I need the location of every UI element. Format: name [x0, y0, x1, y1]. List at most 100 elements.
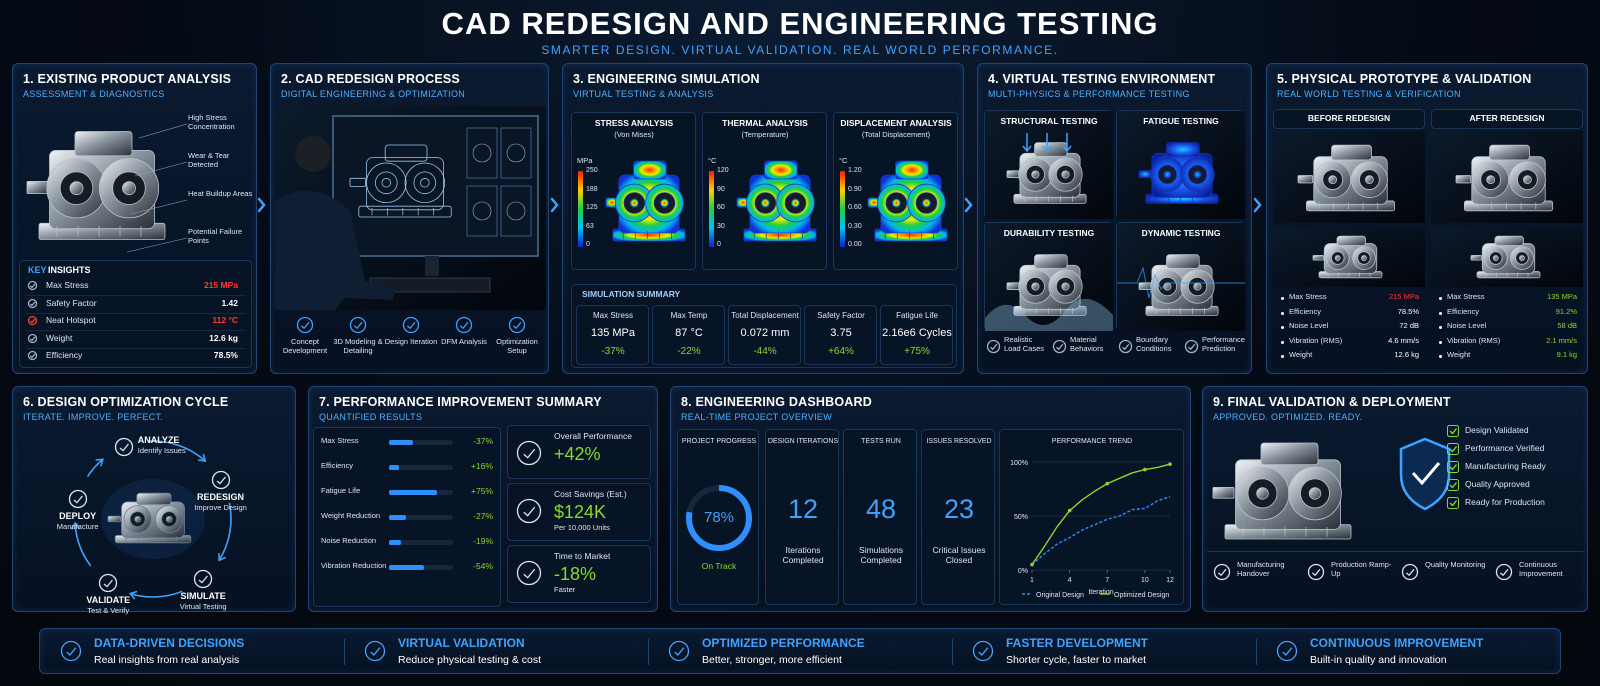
icon-ring: [1213, 563, 1231, 581]
divider: [648, 639, 649, 665]
icon-glyph: [523, 568, 536, 579]
gearbox: [1006, 254, 1087, 316]
point: [1030, 562, 1034, 567]
icon-glyph: [29, 353, 36, 359]
icon-ring: [516, 560, 542, 586]
icon: [1118, 339, 1133, 354]
gearbox: [736, 160, 817, 242]
label: Overall Performance: [554, 431, 632, 441]
gearbox-part: [1061, 170, 1070, 179]
illustration: [578, 160, 686, 247]
icon: [1276, 640, 1298, 662]
value-label: +16%: [471, 461, 493, 471]
label: Weight Reduction: [321, 511, 381, 520]
subtitle: REAL WORLD TESTING & VERIFICATION: [1277, 89, 1461, 99]
label: Max Stress: [321, 436, 359, 445]
icon-glyph: [1499, 568, 1509, 577]
title: DISPLACEMENT ANALYSIS: [840, 118, 952, 128]
label: Efficiency: [1289, 306, 1321, 316]
title: 7. PERFORMANCE IMPROVEMENT SUMMARY: [319, 395, 602, 409]
subtitle: REAL-TIME PROJECT OVERVIEW: [681, 412, 832, 422]
icon: [364, 640, 386, 662]
x-axis-label: Iteration: [1088, 589, 1113, 596]
bullet: [1439, 340, 1442, 344]
steps: 3D Modeling & Detailing: [333, 337, 383, 355]
callouts: Heat Buildup Areas: [188, 189, 253, 198]
label: Efficiency: [46, 350, 83, 360]
gearbox-part: [1455, 175, 1472, 184]
icon-ring: [211, 470, 230, 490]
icon-glyph: [300, 321, 310, 330]
icon: [60, 640, 82, 662]
gearbox-part: [1470, 255, 1482, 261]
icon-glyph: [29, 318, 36, 324]
gearbox-part: [1166, 142, 1200, 157]
gearbox-part: [1193, 282, 1202, 291]
simulation-card: DISPLACEMENT ANALYSIS (Total Displacement…: [833, 112, 958, 270]
icon-ring: [1401, 563, 1419, 581]
icon-ring: [27, 315, 38, 326]
check-mark: [1449, 428, 1458, 435]
gearbox: [1312, 235, 1383, 279]
icon-glyph: [1056, 343, 1064, 351]
value: 23: [943, 494, 975, 524]
x-tick-label: 1: [1030, 577, 1034, 584]
label: Max Stress: [1447, 292, 1485, 301]
bullet: [1281, 297, 1284, 300]
label: Vibration (RMS): [1289, 335, 1343, 345]
check-box: [1447, 479, 1459, 491]
callout-line: [134, 161, 188, 177]
viewport: [466, 127, 498, 179]
prototype-photos: [1431, 131, 1583, 287]
gearbox-part: [107, 515, 122, 523]
color-bar: [840, 171, 845, 247]
description: Better, stronger, more efficient: [702, 654, 842, 666]
summary-item: Total Displacement 0.072 mm -44%: [728, 305, 801, 365]
series-line: [1031, 495, 1171, 566]
subtitle: ASSESSMENT & DIAGNOSTICS: [23, 89, 165, 99]
name: DEPLOY: [59, 510, 97, 521]
value: 2.16e6 Cycles: [882, 327, 952, 339]
icon: [972, 640, 994, 662]
viewport: [500, 127, 532, 179]
y-tick-label: 100%: [1010, 460, 1028, 467]
icon-ring: [27, 350, 38, 361]
gearbox-part: [1312, 255, 1324, 261]
check-frame: [1447, 479, 1459, 491]
color-bar: [578, 171, 583, 247]
icon: [668, 640, 690, 662]
gearbox-part: [1256, 487, 1269, 500]
simulation-card: THERMAL ANALYSIS (Temperature) °C 120 90 60 30…: [702, 112, 827, 270]
title: STRESS ANALYSIS: [594, 118, 674, 128]
label: TESTS RUN: [861, 438, 901, 445]
icon: [27, 333, 38, 343]
icon: [27, 350, 38, 361]
icon: [508, 316, 526, 334]
illustration: [1212, 437, 1451, 540]
icon-glyph: [1188, 343, 1196, 351]
title: 6. DESIGN OPTIMIZATION CYCLE: [23, 395, 229, 409]
simulation-summary: SIMULATION SUMMARY Max Stress 135 MPa -37% M…: [571, 284, 957, 368]
label: Cost Savings (Est.): [554, 489, 627, 499]
title: 8. ENGINEERING DASHBOARD: [681, 395, 872, 409]
icon: [986, 339, 1001, 354]
monitor-stand: [425, 256, 439, 276]
name: SIMULATE: [180, 590, 226, 601]
illustration: [26, 123, 188, 253]
caption: Iterations Completed: [782, 545, 824, 565]
bore: [375, 171, 398, 195]
icon: [349, 316, 367, 334]
description: Test & Verify: [87, 605, 130, 615]
icon: [114, 437, 133, 456]
label: DESIGN ITERATIONS: [767, 438, 839, 445]
gearbox: [1470, 235, 1541, 279]
icon-ring: [349, 316, 367, 334]
unit: °C: [708, 156, 717, 165]
description: Virtual Testing: [179, 601, 227, 611]
shield-check: [1411, 462, 1441, 486]
gearbox-part: [760, 198, 770, 208]
test-tile: DURABILITY TESTING: [984, 222, 1113, 331]
icon-ring: [27, 280, 38, 291]
value: 4.6 mm/s: [1388, 335, 1419, 345]
value-label: 78%: [703, 509, 735, 526]
